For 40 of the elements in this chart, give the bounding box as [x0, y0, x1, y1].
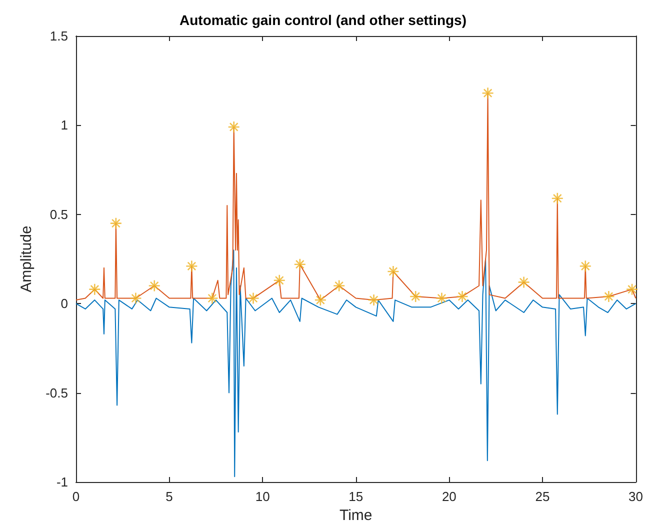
- point: [579, 260, 592, 272]
- point: [228, 120, 240, 134]
- point: [148, 280, 161, 292]
- point: [314, 294, 327, 306]
- point: [110, 217, 122, 230]
- x-tick-label: 25: [535, 489, 550, 504]
- point: [551, 192, 564, 204]
- point: [130, 292, 142, 304]
- y-tick-label: -0.5: [46, 385, 68, 400]
- y-tick-label: 1: [60, 118, 68, 133]
- point: [626, 283, 638, 296]
- x-tick-label: 15: [348, 489, 364, 504]
- point: [387, 265, 400, 278]
- point: [482, 86, 494, 100]
- point: [332, 280, 346, 292]
- point: [88, 283, 101, 296]
- point: [518, 276, 530, 288]
- x-tick-label: 20: [442, 489, 456, 504]
- point: [456, 290, 468, 303]
- point: [247, 292, 260, 304]
- x-tick-label: 0: [72, 489, 80, 504]
- point: [294, 258, 306, 270]
- y-tick-label: 1.5: [50, 28, 68, 44]
- x-tick-label: 10: [255, 489, 270, 504]
- x-tick-label: 5: [166, 489, 173, 504]
- y-tick-label: -1: [56, 474, 68, 490]
- line-series: [76, 250, 636, 478]
- y-tick-label: 0: [60, 296, 68, 312]
- point: [273, 274, 286, 287]
- y-axis-title: Amplitude: [18, 226, 35, 292]
- point: [602, 290, 615, 303]
- x-tick-label: 30: [628, 489, 644, 504]
- point: [436, 292, 448, 304]
- point: [186, 260, 198, 272]
- point: [409, 290, 422, 303]
- point: [368, 294, 380, 306]
- x-axis-title: Time: [339, 506, 372, 524]
- point: [206, 292, 218, 304]
- chart-title: Automatic gain control (and other settings): [179, 12, 467, 28]
- y-tick-label: 0.5: [50, 206, 68, 222]
